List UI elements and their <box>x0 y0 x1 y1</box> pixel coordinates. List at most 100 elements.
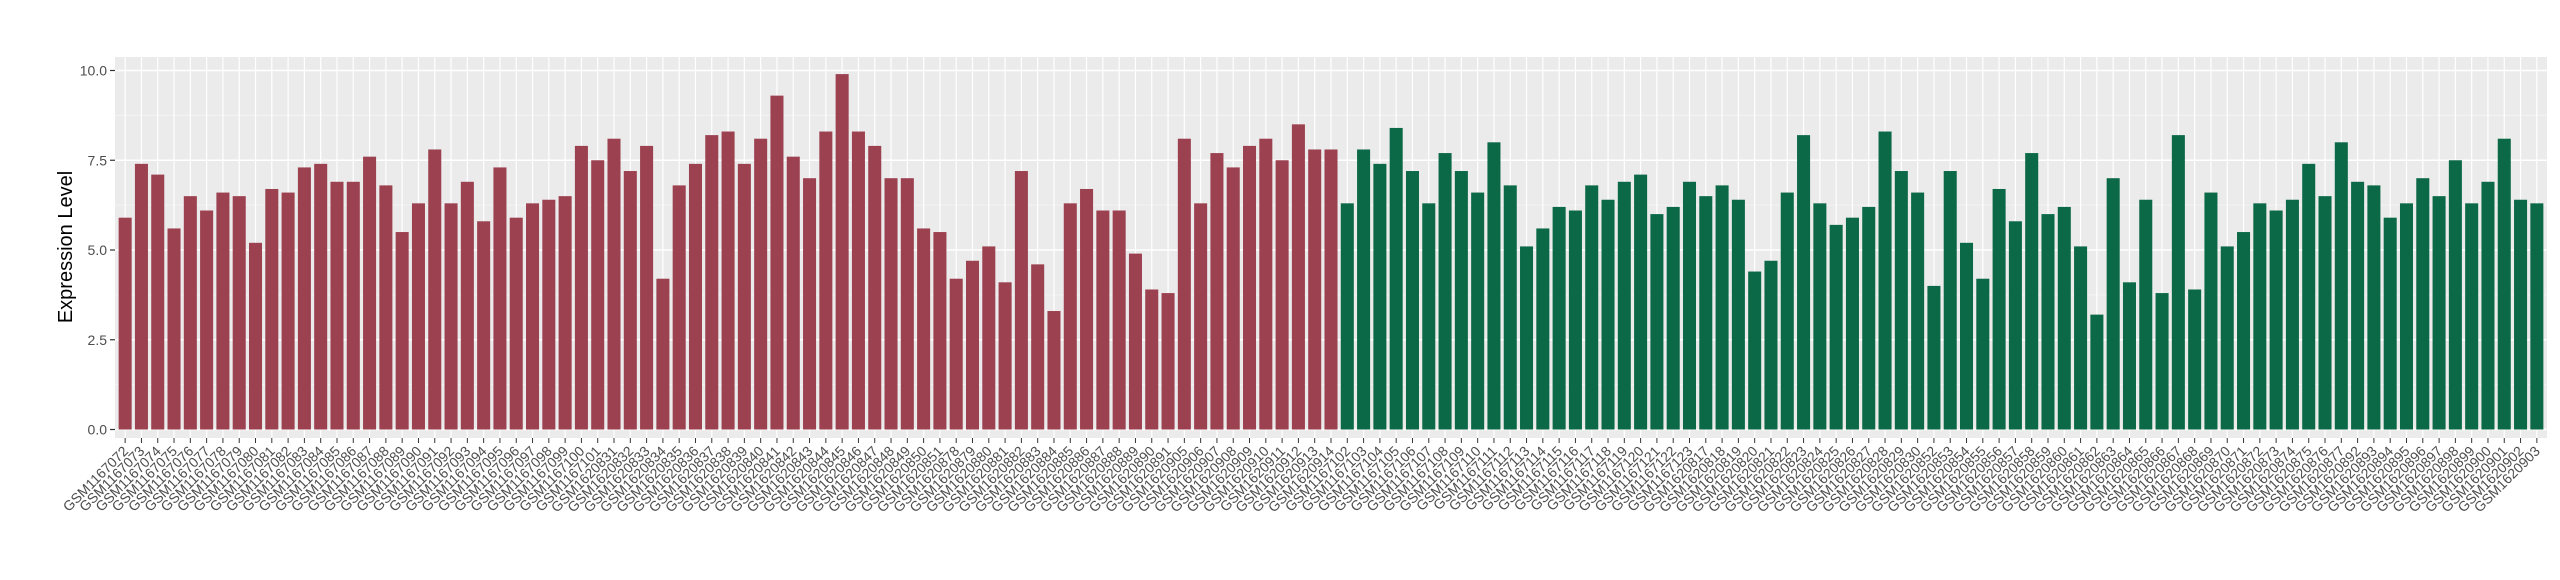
bar-GSM1167099 <box>558 196 572 430</box>
bar-GSM1620905 <box>1177 138 1191 430</box>
bar-GSM1620834 <box>656 278 670 430</box>
bar-GSM1620899 <box>2465 203 2479 430</box>
bar-GSM1167098 <box>542 199 556 430</box>
bar-GSM1167077 <box>200 210 214 430</box>
bar-GSM1620854 <box>1959 242 1974 430</box>
bar-GSM1620910 <box>1259 138 1273 430</box>
bar-GSM1620878 <box>949 278 963 430</box>
bar-GSM1620873 <box>2269 210 2283 430</box>
bar-GSM1167116 <box>1568 210 1582 430</box>
bar-GSM1167097 <box>526 203 540 430</box>
bar-GSM1620839 <box>737 163 751 430</box>
bar-GSM1167111 <box>1487 142 1501 430</box>
bar-GSM1620872 <box>2253 203 2267 430</box>
bar-GSM1620831 <box>607 138 621 430</box>
bar-GSM1167113 <box>1520 246 1534 430</box>
bar-GSM1167102 <box>1340 203 1354 430</box>
bar-GSM1620832 <box>623 171 637 430</box>
bar-GSM1167112 <box>1503 185 1517 430</box>
bar-GSM1620891 <box>1161 293 1175 430</box>
bar-GSM1167092 <box>444 203 458 430</box>
bar-GSM1620820 <box>1748 271 1762 430</box>
bar-GSM1167081 <box>265 188 279 430</box>
bar-GSM1620860 <box>2057 206 2071 430</box>
bar-GSM1620898 <box>2448 160 2462 430</box>
bar-GSM1620826 <box>1845 217 1859 430</box>
bar-GSM1167082 <box>281 192 295 430</box>
bar-GSM1620843 <box>803 178 817 430</box>
y-axis-title: Expression Level <box>55 171 77 323</box>
bar-GSM1620885 <box>1063 203 1077 430</box>
bar-GSM1620914 <box>1324 149 1338 430</box>
bar-GSM1167110 <box>1471 192 1485 430</box>
bar-GSM1620830 <box>1911 192 1925 430</box>
bar-GSM1620870 <box>2220 246 2234 430</box>
bar-GSM1167115 <box>1552 206 1566 430</box>
y-tick-label: 2.5 <box>88 332 108 348</box>
bar-GSM1620903 <box>2530 203 2544 430</box>
bar-GSM1620875 <box>2302 163 2316 430</box>
bar-GSM1167090 <box>411 203 425 430</box>
bar-GSM1167123 <box>1682 181 1697 430</box>
bar-GSM1620825 <box>1829 224 1843 430</box>
bar-GSM1620895 <box>2399 203 2414 430</box>
bars <box>118 74 2544 430</box>
bar-GSM1620913 <box>1308 149 1322 430</box>
bar-GSM1167122 <box>1666 206 1680 430</box>
bar-GSM1620909 <box>1243 145 1257 430</box>
bar-GSM1620855 <box>1976 278 1990 430</box>
bar-GSM1167101 <box>591 160 605 430</box>
bar-GSM1167080 <box>248 242 263 430</box>
bar-GSM1620829 <box>1894 171 1908 430</box>
bar-GSM1620902 <box>2514 199 2528 430</box>
bar-GSM1167087 <box>363 156 377 430</box>
bar-GSM1620853 <box>1943 171 1957 430</box>
bar-GSM1620837 <box>705 135 719 430</box>
bar-GSM1620882 <box>1014 171 1028 430</box>
bar-GSM1167073 <box>134 163 148 430</box>
bar-GSM1167120 <box>1634 174 1648 430</box>
bar-GSM1167072 <box>118 217 132 430</box>
bar-GSM1620892 <box>2351 181 2365 430</box>
bar-GSM1620828 <box>1878 131 1892 430</box>
bar-GSM1167121 <box>1650 214 1664 430</box>
bar-GSM1620888 <box>1112 210 1126 430</box>
bar-GSM1620894 <box>2383 217 2397 430</box>
bar-GSM1620848 <box>884 178 898 430</box>
bar-GSM1167100 <box>574 145 588 430</box>
bar-GSM1167079 <box>232 196 246 430</box>
bar-GSM1620887 <box>1096 210 1110 430</box>
bar-GSM1167086 <box>346 181 360 430</box>
bar-GSM1620849 <box>900 178 914 430</box>
bar-GSM1620859 <box>2041 214 2055 430</box>
bar-GSM1167075 <box>167 228 181 430</box>
bar-GSM1167094 <box>477 221 491 430</box>
bar-GSM1620836 <box>688 163 703 430</box>
y-tick-label: 0.0 <box>88 422 108 438</box>
bar-GSM1167083 <box>297 167 311 430</box>
bar-GSM1620907 <box>1210 153 1224 430</box>
bar-GSM1167089 <box>395 232 409 430</box>
bar-GSM1620884 <box>1047 311 1061 430</box>
bar-GSM1620865 <box>2139 199 2153 430</box>
bar-GSM1167108 <box>1438 153 1452 430</box>
bar-GSM1167085 <box>330 181 344 430</box>
bar-GSM1167091 <box>428 149 442 430</box>
x-axis: GSM1167072GSM1167073GSM1167074GSM1167075… <box>60 438 2543 515</box>
bar-GSM1620896 <box>2416 178 2430 430</box>
bar-GSM1620881 <box>998 282 1012 430</box>
bar-GSM1620824 <box>1813 203 1827 430</box>
bar-GSM1620840 <box>754 138 768 430</box>
bar-GSM1620900 <box>2481 181 2495 430</box>
bar-GSM1620844 <box>819 131 833 430</box>
bar-GSM1167103 <box>1357 149 1371 430</box>
bar-GSM1620906 <box>1194 203 1208 430</box>
bar-GSM1620847 <box>868 145 882 430</box>
bar-GSM1620821 <box>1764 260 1778 430</box>
bar-GSM1620863 <box>2106 178 2120 430</box>
bar-GSM1620841 <box>770 95 784 430</box>
bar-GSM1620819 <box>1731 199 1745 430</box>
bar-GSM1620864 <box>2122 282 2136 430</box>
bar-GSM1167096 <box>509 217 523 430</box>
